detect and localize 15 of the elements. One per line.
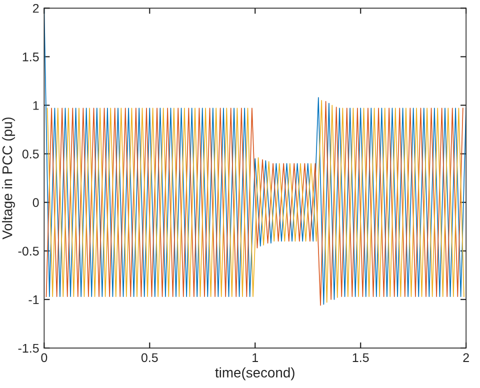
y-tick-label: 0.5 (22, 150, 39, 158)
x-tick-label: 1 (252, 353, 258, 362)
y-tick-label: 0 (32, 198, 39, 208)
y-tick-label: 2 (32, 4, 39, 13)
x-tick-label: 2 (463, 353, 469, 362)
x-tick-label: 0 (41, 353, 48, 362)
y-tick-label: -0.5 (18, 246, 39, 256)
y-tick-label: 1.5 (22, 52, 39, 62)
x-tick-label: 0.5 (141, 353, 158, 362)
y-axis-title: Voltage in PCC (pu) (2, 118, 15, 240)
x-tick-label: 1.5 (352, 353, 369, 362)
y-tick-label: -1.5 (18, 344, 39, 353)
x-axis-title: time(second) (215, 367, 294, 380)
y-tick-label: -1 (28, 295, 39, 304)
y-tick-label: 1 (33, 101, 39, 110)
